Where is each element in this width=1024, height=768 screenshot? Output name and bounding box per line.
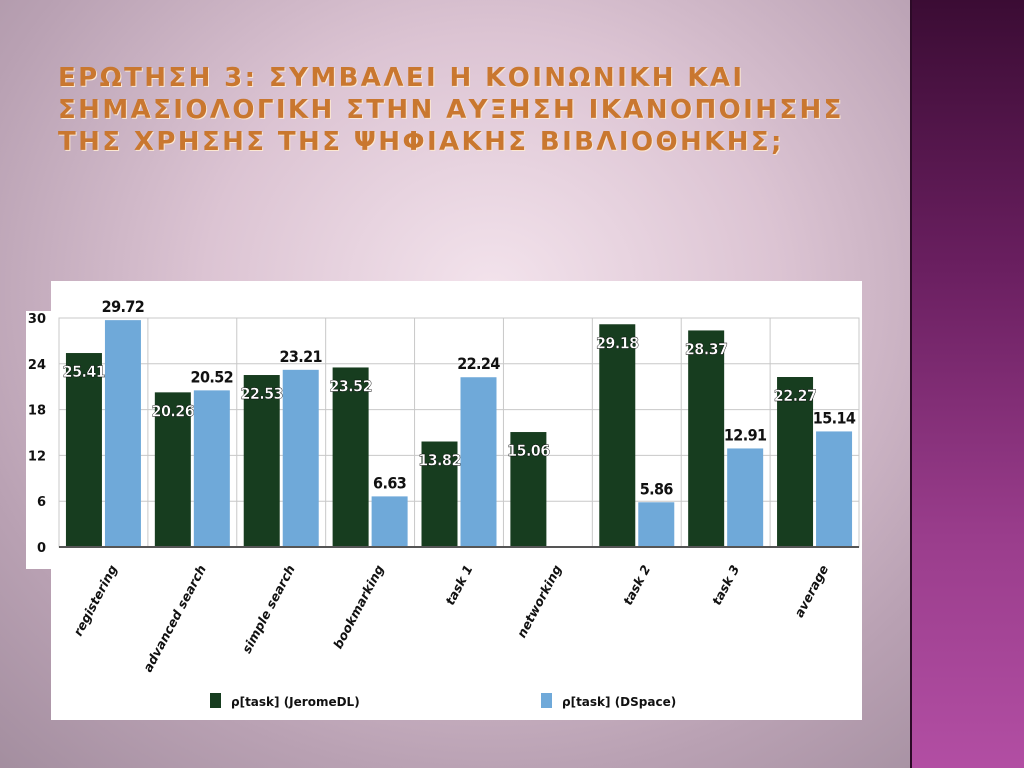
bar-dspace xyxy=(371,496,408,547)
plot-frame xyxy=(58,317,860,548)
data-label-jeromedl: 22.53 xyxy=(240,384,283,403)
slide-title: Ερωτηση 3: Συμβαλει η κοινωνικη και σημα… xyxy=(58,63,844,157)
x-category-label: task 2 xyxy=(620,562,654,607)
data-label-jeromedl: 13.82 xyxy=(418,451,461,470)
bar-jeromedl xyxy=(599,324,636,547)
bar-dspace xyxy=(816,431,853,547)
data-label-dspace: 22.24 xyxy=(457,354,500,373)
legend-label: ρ[task] (JeromeDL) xyxy=(231,695,360,709)
bar-jeromedl xyxy=(332,367,369,547)
bar-jeromedl xyxy=(243,375,280,547)
data-label-dspace: 20.52 xyxy=(191,367,234,386)
bar-jeromedl xyxy=(154,392,191,547)
data-label-dspace: 6.63 xyxy=(373,473,406,492)
bar-jeromedl xyxy=(777,377,814,547)
x-category-label: registering xyxy=(70,562,120,638)
y-tick-label: 6 xyxy=(37,495,46,510)
data-label-jeromedl: 15.06 xyxy=(507,441,550,460)
data-label-jeromedl: 28.37 xyxy=(685,339,728,358)
data-label-dspace: 29.72 xyxy=(102,297,145,316)
bar-jeromedl xyxy=(421,441,458,547)
data-label-jeromedl: 23.52 xyxy=(329,376,372,395)
data-label-jeromedl: 25.41 xyxy=(63,362,106,381)
y-tick-label: 18 xyxy=(28,404,46,419)
data-label-dspace: 15.14 xyxy=(813,408,856,427)
data-label-jeromedl: 22.27 xyxy=(774,386,817,405)
x-category-label: networking xyxy=(514,562,565,640)
bar-dspace xyxy=(460,377,497,547)
data-label-dspace: 12.91 xyxy=(724,425,767,444)
data-label-dspace: 5.86 xyxy=(640,479,674,498)
side-band-edge xyxy=(910,0,913,768)
bar-jeromedl xyxy=(510,432,547,547)
bar-dspace xyxy=(282,369,319,547)
y-tick-label: 30 xyxy=(28,312,46,327)
y-tick-label: 24 xyxy=(28,358,46,373)
x-category-label: bookmarking xyxy=(330,562,387,651)
y-axis-panel xyxy=(26,311,52,569)
bar-dspace xyxy=(104,320,141,547)
legend-swatch xyxy=(541,693,552,708)
bar-dspace xyxy=(638,502,675,547)
x-category-label: task 1 xyxy=(442,562,476,607)
y-tick-label: 12 xyxy=(28,449,46,464)
bar-dspace xyxy=(193,390,230,547)
x-category-label: average xyxy=(791,562,831,619)
legend-swatch xyxy=(210,693,221,708)
x-category-label: simple search xyxy=(239,562,298,655)
bar-jeromedl xyxy=(65,353,102,547)
x-category-label: advanced search xyxy=(140,562,209,674)
x-category-label: task 3 xyxy=(709,562,743,607)
legend-label: ρ[task] (DSpace) xyxy=(562,695,676,709)
data-label-dspace: 23.21 xyxy=(279,347,322,366)
bar-jeromedl xyxy=(688,330,725,547)
data-label-jeromedl: 20.26 xyxy=(152,401,195,420)
side-decoration-band xyxy=(912,0,1024,768)
y-tick-label: 0 xyxy=(37,541,46,556)
data-label-jeromedl: 29.18 xyxy=(596,333,639,352)
bar-dspace xyxy=(727,448,764,547)
